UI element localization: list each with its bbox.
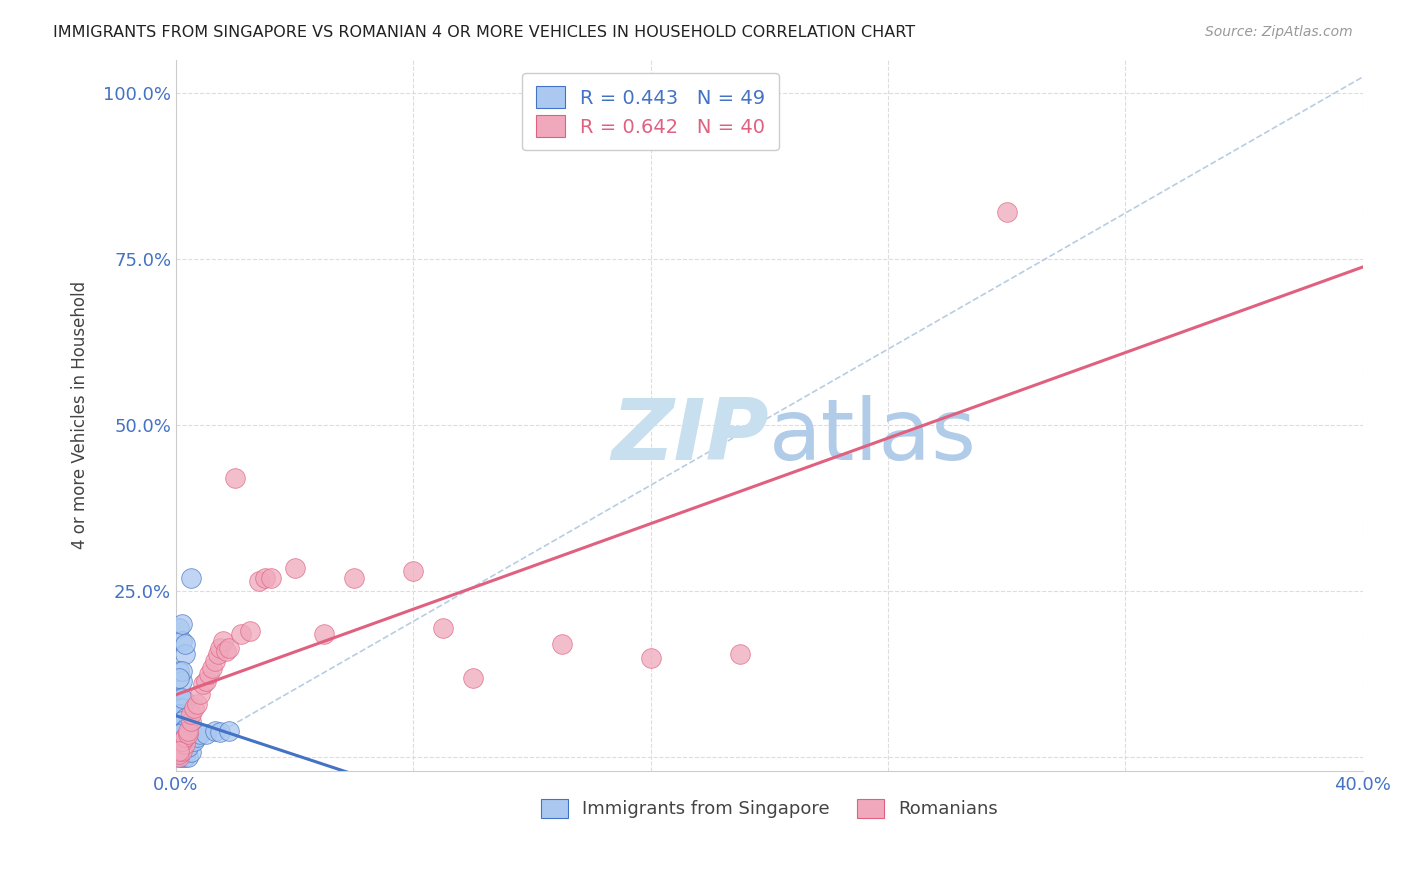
Point	[167, 750, 190, 764]
Point	[174, 731, 197, 745]
Point	[174, 648, 197, 662]
Point	[177, 750, 200, 764]
Text: IMMIGRANTS FROM SINGAPORE VS ROMANIAN 4 OR MORE VEHICLES IN HOUSEHOLD CORRELATIO: IMMIGRANTS FROM SINGAPORE VS ROMANIAN 4 …	[53, 25, 915, 40]
Point	[167, 750, 190, 764]
Point	[186, 698, 208, 712]
Point	[174, 739, 197, 753]
Point	[314, 627, 336, 641]
Point	[461, 671, 484, 685]
Point	[728, 648, 751, 662]
Point	[209, 640, 232, 655]
Point	[186, 731, 208, 745]
Point	[212, 634, 235, 648]
Point	[170, 733, 193, 747]
Point	[174, 731, 197, 745]
Point	[174, 746, 197, 760]
Point	[218, 723, 240, 738]
Point	[284, 561, 307, 575]
Point	[180, 571, 202, 585]
Point	[260, 571, 283, 585]
Point	[170, 700, 193, 714]
Point	[218, 640, 240, 655]
Point	[167, 671, 190, 685]
Point	[180, 714, 202, 728]
Point	[170, 690, 193, 705]
Point	[188, 687, 211, 701]
Point	[231, 627, 253, 641]
Point	[174, 737, 197, 751]
Point	[170, 747, 193, 761]
Point	[180, 707, 202, 722]
Point	[167, 744, 190, 758]
Text: ZIP: ZIP	[612, 395, 769, 478]
Point	[174, 750, 197, 764]
Text: Source: ZipAtlas.com: Source: ZipAtlas.com	[1205, 25, 1353, 39]
Point	[200, 661, 222, 675]
Point	[180, 745, 202, 759]
Point	[174, 710, 197, 724]
Point	[170, 744, 193, 758]
Point	[170, 740, 193, 755]
Text: atlas: atlas	[769, 395, 977, 478]
Legend: Immigrants from Singapore, Romanians: Immigrants from Singapore, Romanians	[533, 791, 1005, 826]
Point	[167, 736, 190, 750]
Point	[224, 471, 246, 485]
Point	[167, 727, 190, 741]
Point	[174, 723, 197, 737]
Point	[343, 571, 366, 585]
Point	[167, 718, 190, 732]
Point	[170, 748, 193, 763]
Point	[402, 564, 425, 578]
Point	[167, 621, 190, 635]
Point	[170, 725, 193, 739]
Point	[194, 727, 217, 741]
Point	[204, 654, 226, 668]
Point	[167, 745, 190, 759]
Point	[167, 707, 190, 722]
Point	[183, 700, 205, 714]
Point	[170, 673, 193, 688]
Point	[167, 664, 190, 678]
Point	[253, 571, 276, 585]
Point	[215, 644, 238, 658]
Point	[194, 673, 217, 688]
Point	[170, 733, 193, 747]
Point	[174, 637, 197, 651]
Point	[177, 727, 200, 741]
Point	[167, 747, 190, 761]
Point	[550, 637, 572, 651]
Point	[167, 747, 190, 762]
Point	[188, 727, 211, 741]
Point	[170, 664, 193, 678]
Point	[432, 621, 454, 635]
Point	[170, 714, 193, 728]
Y-axis label: 4 or more Vehicles in Household: 4 or more Vehicles in Household	[72, 281, 89, 549]
Point	[207, 648, 229, 662]
Point	[995, 205, 1018, 219]
Point	[191, 677, 214, 691]
Point	[174, 694, 197, 708]
Point	[167, 741, 190, 756]
Point	[197, 667, 219, 681]
Point	[167, 749, 190, 764]
Point	[204, 723, 226, 738]
Point	[239, 624, 262, 639]
Point	[170, 617, 193, 632]
Point	[167, 744, 190, 758]
Point	[170, 749, 193, 764]
Point	[640, 650, 662, 665]
Point	[170, 744, 193, 758]
Point	[209, 725, 232, 739]
Point	[247, 574, 270, 589]
Point	[177, 740, 200, 755]
Point	[167, 690, 190, 705]
Point	[183, 733, 205, 747]
Point	[170, 634, 193, 648]
Point	[177, 723, 200, 738]
Point	[177, 717, 200, 731]
